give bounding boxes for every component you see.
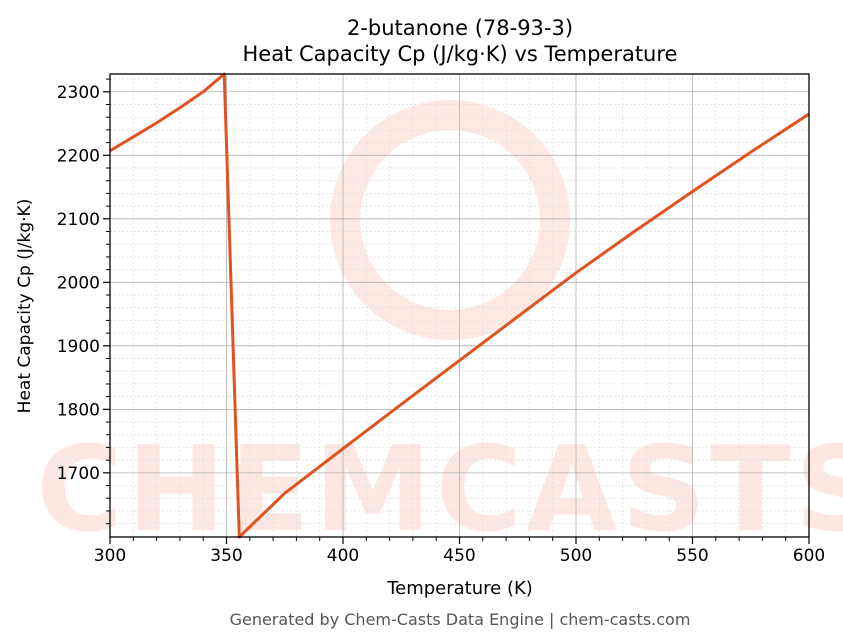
x-tick-label: 450 bbox=[443, 546, 475, 566]
x-axis-label: Temperature (K) bbox=[386, 578, 533, 599]
x-tick-label: 350 bbox=[210, 546, 242, 566]
ticks: 300 350 400 450 500 550 600 1700 1800 1900 2000 210… bbox=[57, 78, 825, 566]
x-tick-label: 500 bbox=[560, 546, 592, 566]
y-tick-label: 2200 bbox=[57, 146, 100, 166]
x-tick-label: 600 bbox=[793, 546, 825, 566]
plot-frame bbox=[109, 73, 810, 538]
svg-text:CHEMCASTS: CHEMCASTS bbox=[36, 420, 843, 558]
x-tick-label: 400 bbox=[327, 546, 359, 566]
y-tick-label: 2000 bbox=[57, 273, 100, 293]
chart-title: 2-butanone (78-93-3) bbox=[347, 16, 573, 40]
series-line-Cp bbox=[109, 72, 810, 539]
watermark: CHEMCASTS bbox=[36, 100, 843, 558]
series bbox=[109, 72, 810, 539]
x-tick-label: 550 bbox=[676, 546, 708, 566]
y-tick-label: 2300 bbox=[57, 83, 100, 103]
y-axis-label: Heat Capacity Cp (J/kg·K) bbox=[15, 199, 35, 414]
y-tick-label: 1800 bbox=[57, 400, 100, 420]
chart-subtitle: Heat Capacity Cp (J/kg·K) vs Temperature bbox=[243, 42, 678, 66]
y-tick-label: 1700 bbox=[57, 464, 100, 484]
x-tick-label: 300 bbox=[94, 546, 126, 566]
y-tick-label: 1900 bbox=[57, 337, 100, 357]
footer: Generated by Chem-Casts Data Engine | ch… bbox=[230, 610, 691, 629]
y-tick-label: 2100 bbox=[57, 210, 100, 230]
